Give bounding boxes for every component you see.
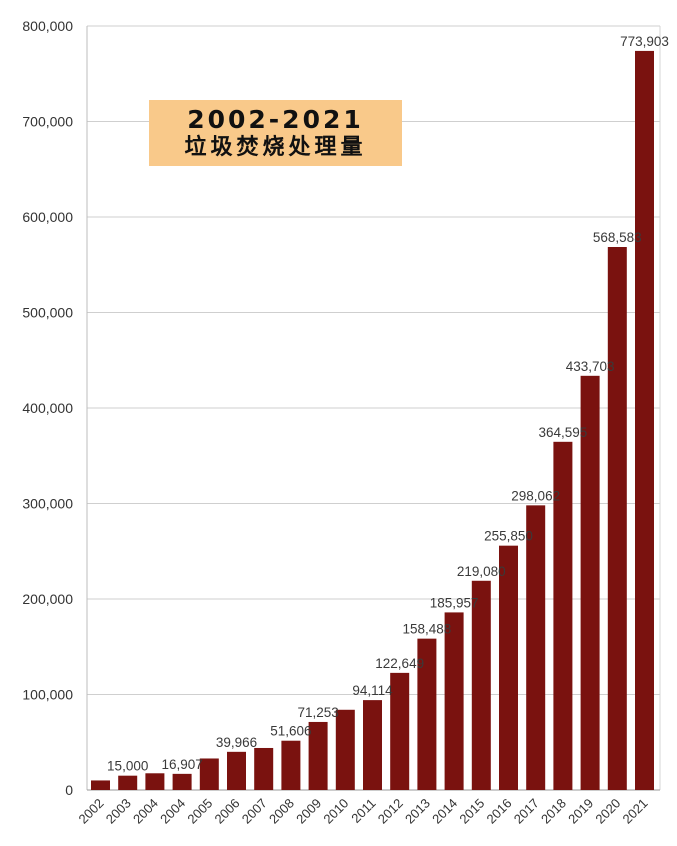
x-tick-label: 2005 [184,796,215,827]
bar [635,50,654,791]
x-tick-label: 2004 [130,796,161,827]
bar [145,773,165,790]
chart-title-text: 垃圾焚烧处理量 [184,135,367,160]
chart-title-years: 2002-2021 [187,105,364,134]
x-tick-label: 2009 [293,796,324,827]
data-label: 71,253 [297,705,338,720]
bar [607,247,627,790]
x-tick-label: 2008 [266,796,297,827]
data-label: 219,080 [457,564,506,579]
bar [172,773,192,790]
data-label: 433,703 [566,359,615,374]
bar [281,740,301,790]
x-tick-label: 2010 [320,796,351,827]
data-label: 364,595 [538,425,587,440]
bar [118,775,138,790]
bar [580,375,600,790]
x-tick-label: 2019 [565,796,596,827]
y-tick-label: 700,000 [22,114,73,130]
x-tick-label: 2014 [429,796,460,827]
y-tick-label: 600,000 [22,209,73,225]
x-tick-label: 2002 [76,796,107,827]
y-tick-label: 400,000 [22,400,73,416]
y-tick-label: 300,000 [22,496,73,512]
bar [227,751,246,790]
bar [471,580,491,790]
data-label: 51,606 [270,724,311,739]
x-tick-label: 2006 [212,796,243,827]
x-tick-label: 2017 [511,796,542,827]
bar [254,747,274,790]
x-tick-label: 2004 [157,796,188,827]
y-tick-label: 0 [65,782,73,798]
x-tick-label: 2003 [103,796,134,827]
x-tick-label: 2011 [348,796,378,826]
data-label: 158,488 [402,622,451,637]
data-label: 568,583 [593,230,642,245]
x-tick-label: 2007 [239,796,270,827]
bar [553,441,573,790]
x-tick-label: 2015 [456,796,487,827]
x-tick-label: 2020 [592,796,623,827]
y-tick-label: 800,000 [22,18,73,34]
bar [499,545,518,790]
data-label: 39,966 [216,735,257,750]
data-label: 185,957 [430,595,479,610]
bar [335,709,355,790]
y-tick-label: 500,000 [22,305,73,321]
x-tick-label: 2018 [538,796,569,827]
data-label: 298,062 [511,488,560,503]
bar [363,700,382,790]
x-tick-label: 2013 [402,796,433,827]
data-label: 773,903 [620,34,669,49]
data-label: 94,114 [352,683,393,698]
x-tick-label: 2021 [620,796,651,827]
bar [444,612,464,790]
y-tick-label: 100,000 [22,687,73,703]
data-label: 15,000 [107,759,148,774]
bar [390,672,410,790]
x-tick-label: 2012 [375,796,406,827]
bar [199,758,219,790]
bar [526,505,546,790]
data-label: 16,907 [161,757,202,772]
x-tick-label: 2016 [484,796,515,827]
bar [308,721,328,790]
bar [417,638,437,790]
data-label: 122,649 [375,656,424,671]
chart-title-box: 2002-2021 垃圾焚烧处理量 [149,100,402,166]
data-label: 255,850 [484,529,533,544]
bar [91,780,110,790]
y-tick-label: 200,000 [22,591,73,607]
